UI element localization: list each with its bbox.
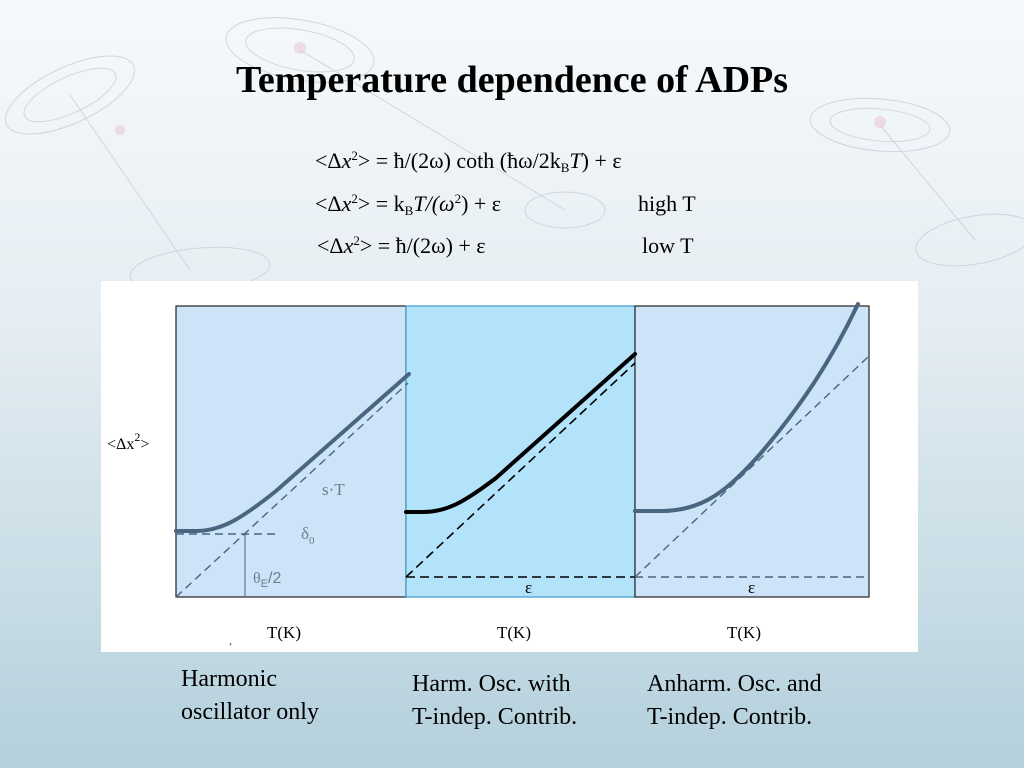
eq-lhs-open: <Δ [317,233,344,258]
page-title: Temperature dependence of ADPs [235,59,789,101]
eq-lhs-close: > [359,233,373,258]
label-low-t: low T [642,233,694,258]
caption-line: oscillator only [181,699,319,725]
panel3-curve [633,302,860,513]
adp-figure: <Δx2> s·T δ0 θE/2 ε ε T(K) T(K) T(K) , [101,281,918,652]
stray-mark: , [229,633,232,647]
eq-lhs-close: > [357,191,371,216]
eq-lhs-open: <Δ [315,191,342,216]
panel1-theta-label: θE/2 [253,570,281,590]
panel2-epsilon-label: ε [525,578,532,597]
panel1-slope-label: s·T [322,480,345,499]
eq1-sub: B [560,160,570,175]
caption-line: T-indep. Contrib. [412,704,578,730]
caption-anharmonic-tindep: Anharm. Osc. and T-indep. Contrib. [647,668,822,734]
eq2-rhs: = k [375,191,405,216]
eq-lhs-sup: 2 [353,233,360,248]
caption-line: Harmonic [181,666,277,692]
x-axis-label-1: T(K) [267,623,301,642]
panel3-epsilon-label: ε [748,578,755,597]
eq1-rhs3: ) + ε [581,148,622,173]
eq-lhs-var: x [341,191,352,216]
x-axis-label-2: T(K) [497,623,531,642]
eq-lhs-open: <Δ [315,148,342,173]
caption-harmonic-tindep: Harm. Osc. with T-indep. Contrib. [412,668,577,734]
eq-lhs-var: x [343,233,354,258]
panel-harmonic [175,305,407,598]
caption-line: Harm. Osc. with [412,671,571,697]
y-axis-label: <Δx2> [107,430,149,453]
eq3-rhs: = ħ/(2ω) + ε [377,233,486,258]
panel2-curve [404,352,637,514]
panel-harmonic-tindep [405,305,636,598]
equation-general: <Δx2> = ħ/(2ω) coth (ħω/2kBT) + ε [315,148,622,176]
eq1-rhs: = ħ/(2ω) coth (ħω/2k [375,148,561,173]
caption-harmonic: Harmonic oscillator only [181,663,319,729]
eq2-sup: 2 [454,191,462,206]
eq2-rhs2: T/(ω [413,191,455,216]
eq-lhs-var: x [341,148,352,173]
x-axis-label-3: T(K) [727,623,761,642]
panel1-asymptote [175,382,409,598]
caption-line: Anharm. Osc. and [647,671,822,697]
label-high-t: high T [638,191,696,216]
panel1-curve [174,372,411,533]
equation-low-t: <Δx2> = ħ/(2ω) + ε [317,233,486,259]
eq-lhs-close: > [357,148,371,173]
panel2-asymptote [405,362,636,578]
eq2-sub: B [404,203,414,218]
eq1-rhs2: T [569,148,582,173]
equation-high-t: <Δx2> = kBT/(ω2) + ε [315,191,501,219]
eq-lhs-sup: 2 [351,148,358,163]
eq-lhs-sup: 2 [351,191,358,206]
panel3-asymptote [634,355,870,578]
panel1-delta-label: δ0 [301,524,315,547]
caption-line: T-indep. Contrib. [647,704,813,730]
eq2-rhs3: ) + ε [461,191,502,216]
adp-diagram: <Δx2> s·T δ0 θE/2 ε ε T(K) T(K) T(K) , [107,302,870,647]
